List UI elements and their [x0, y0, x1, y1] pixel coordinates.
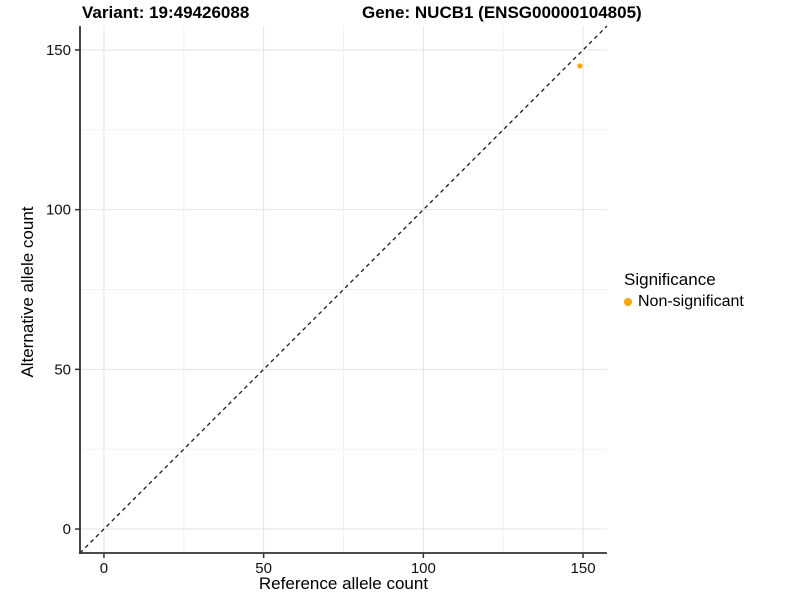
data-point — [577, 63, 583, 69]
legend-title: Significance — [624, 270, 716, 289]
legend-item-label: Non-significant — [638, 293, 744, 310]
y-tick-label: 50 — [54, 361, 71, 378]
legend: Significance Non-significant — [624, 270, 744, 311]
x-tick-label: 50 — [255, 560, 272, 577]
plot-title-gene: Gene: NUCB1 (ENSG00000104805) — [362, 3, 642, 22]
legend-item: Non-significant — [624, 293, 744, 311]
legend-point-swatch — [624, 298, 632, 306]
y-tick-label: 0 — [63, 521, 71, 538]
x-tick-label: 150 — [571, 560, 596, 577]
y-tick-label: 100 — [46, 202, 71, 219]
x-tick-label: 0 — [100, 560, 108, 577]
x-tick-label: 100 — [411, 560, 436, 577]
y-axis-title: Alternative allele count — [18, 206, 37, 378]
y-tick-label: 150 — [46, 42, 71, 59]
x-axis-title: Reference allele count — [258, 574, 429, 593]
plot-title-variant: Variant: 19:49426088 — [82, 3, 250, 22]
